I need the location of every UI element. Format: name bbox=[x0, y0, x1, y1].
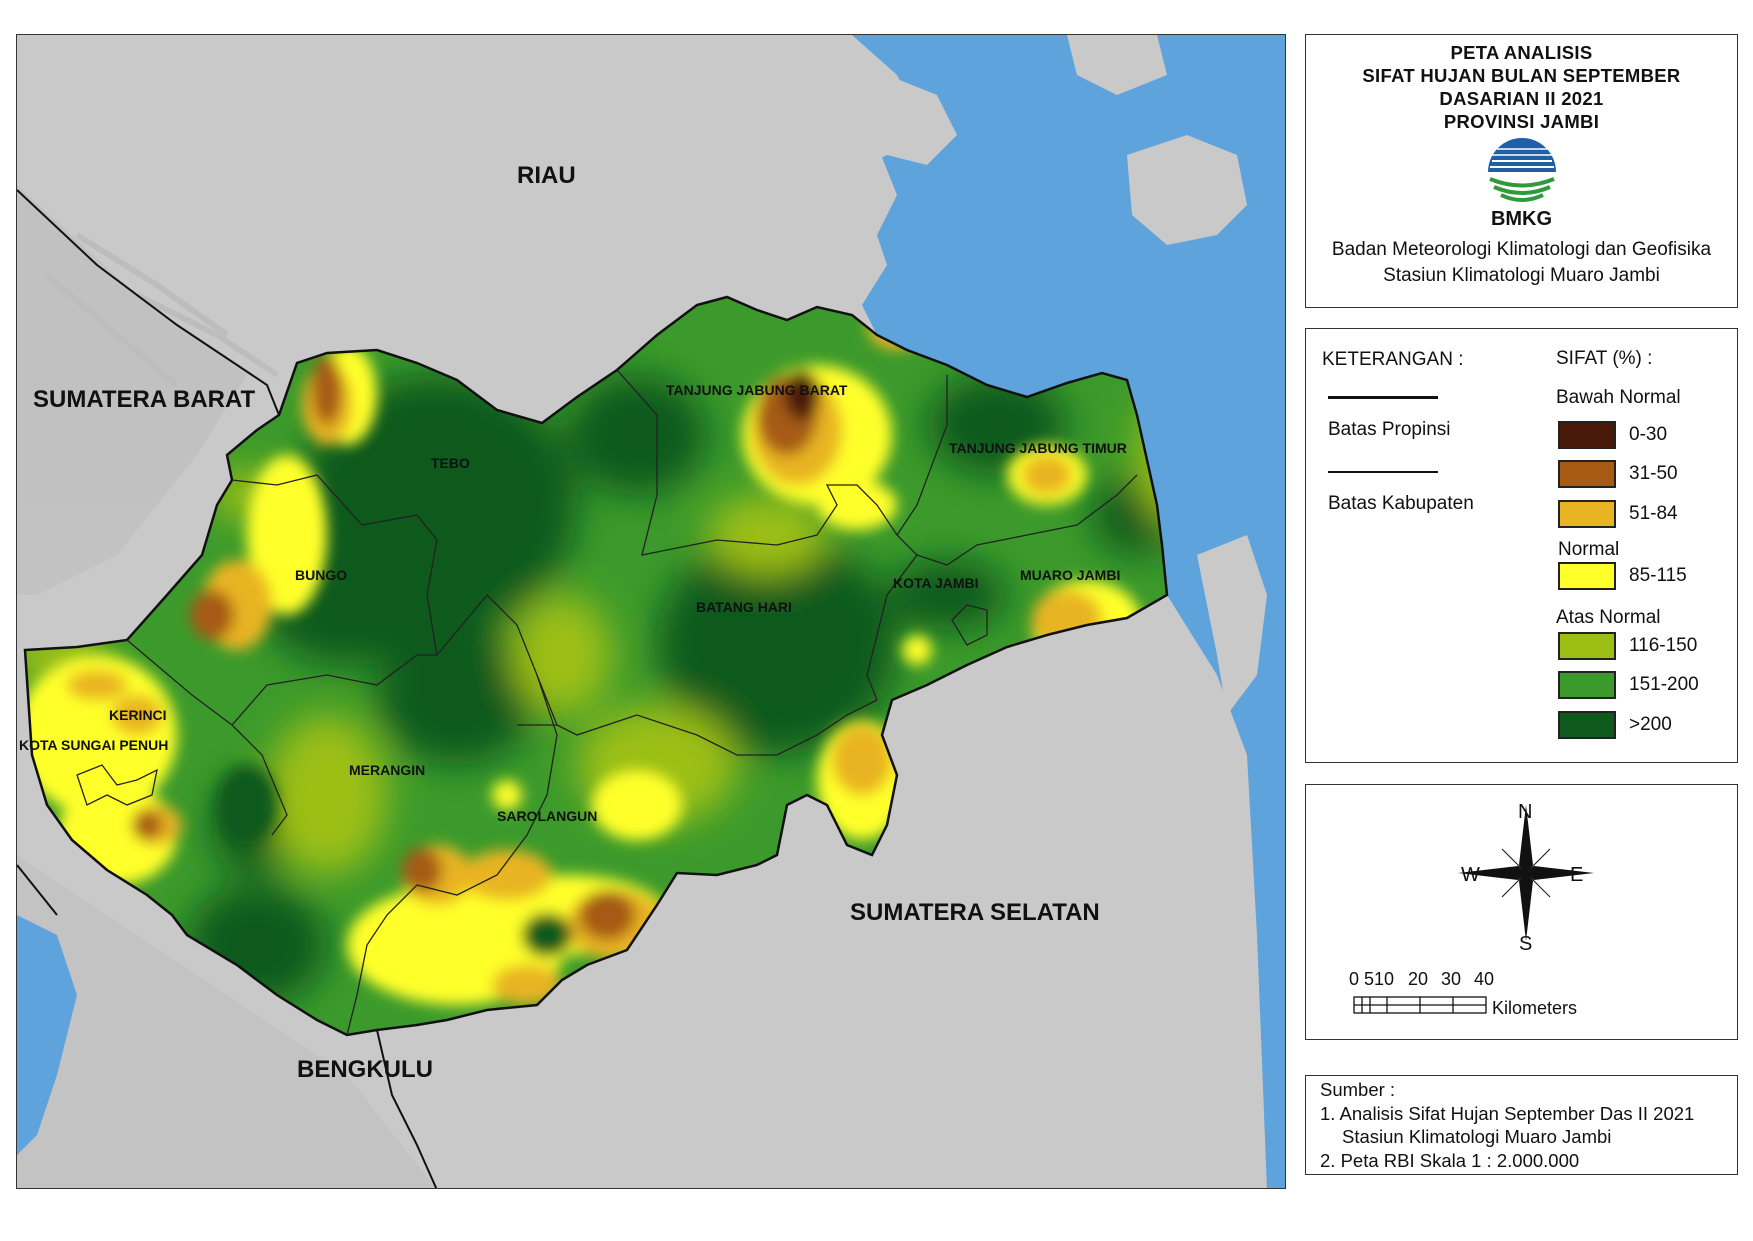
label-tebo: TEBO bbox=[431, 455, 470, 471]
sea-west bbox=[17, 915, 77, 1155]
label-tanjung-jabung-barat: TANJUNG JABUNG BARAT bbox=[666, 382, 848, 398]
label-bungo: BUNGO bbox=[295, 567, 347, 583]
compass-w: W bbox=[1461, 864, 1480, 886]
group-normal: Normal bbox=[1558, 539, 1620, 560]
title-line-3: DASARIAN II 2021 bbox=[1439, 88, 1604, 109]
sifat-heading: SIFAT (%) : bbox=[1556, 348, 1653, 369]
label-riau: RIAU bbox=[517, 162, 576, 189]
north-arrow-icon bbox=[1458, 805, 1594, 941]
compass-n: N bbox=[1518, 801, 1532, 823]
class-label-51-84: 51-84 bbox=[1629, 503, 1678, 524]
scale-bar: 0 5 10 20 30 40 Kilometers bbox=[1349, 969, 1577, 1018]
label-tanjung-jabung-timur: TANJUNG JABUNG TIMUR bbox=[949, 440, 1127, 456]
bmkg-logo-text: BMKG bbox=[1490, 208, 1553, 230]
compass-panel: N S E W 0 5 10 20 30 40 Kilometers bbox=[1305, 784, 1738, 1040]
compass-s: S bbox=[1519, 933, 1532, 955]
swatch-51-84 bbox=[1558, 500, 1616, 528]
source-item-1-station: Stasiun Klimatologi Muaro Jambi bbox=[1342, 1126, 1612, 1147]
title-line-1: PETA ANALISIS bbox=[1450, 42, 1593, 63]
source-heading: Sumber : bbox=[1320, 1079, 1396, 1100]
agency-name: Badan Meteorologi Klimatologi dan Geofis… bbox=[1331, 239, 1712, 260]
neighbor-boundaries bbox=[17, 189, 438, 1188]
rainfall-surface bbox=[25, 297, 1167, 1035]
label-sumatera-selatan: SUMATERA SELATAN bbox=[850, 899, 1100, 926]
title-line-4: PROVINSI JAMBI bbox=[1443, 111, 1600, 132]
label-kota-sungai-penuh: KOTA SUNGAI PENUH bbox=[19, 737, 168, 753]
prov-boundary-symbol bbox=[1328, 396, 1438, 399]
sea-east bbox=[852, 35, 1285, 1188]
class-label-85-115: 85-115 bbox=[1629, 565, 1687, 586]
group-below-normal: Bawah Normal bbox=[1556, 387, 1681, 408]
scale-tick-40: 40 bbox=[1474, 969, 1494, 989]
relief-shading bbox=[17, 185, 436, 1188]
island bbox=[1127, 135, 1247, 245]
bmkg-logo bbox=[1477, 137, 1567, 212]
scale-tick-10: 10 bbox=[1374, 969, 1394, 989]
kab-boundary-label: Batas Kabupaten bbox=[1328, 493, 1474, 514]
swatch-116-150 bbox=[1558, 632, 1616, 660]
district-boundaries bbox=[76, 369, 1138, 1036]
title-panel: PETA ANALISIS SIFAT HUJAN BULAN SEPTEMBE… bbox=[1305, 34, 1738, 308]
rainfall-map: RIAU SUMATERA BARAT SUMATERA SELATAN BEN… bbox=[17, 35, 1285, 1188]
scale-tick-0: 0 bbox=[1349, 969, 1359, 989]
legend-panel: KETERANGAN : SIFAT (%) : Batas Propinsi … bbox=[1305, 328, 1738, 763]
class-label-0-30: 0-30 bbox=[1629, 424, 1668, 445]
class-label-151-200: 151-200 bbox=[1629, 674, 1699, 695]
compass-scale-graphic: N S E W 0 5 10 20 30 40 Kilometers bbox=[1349, 801, 1594, 1018]
label-merangin: MERANGIN bbox=[349, 762, 425, 778]
legend-heading: KETERANGAN : bbox=[1322, 349, 1464, 370]
group-above-normal: Atas Normal bbox=[1556, 607, 1661, 628]
label-sarolangun: SAROLANGUN bbox=[497, 808, 597, 824]
label-bengkulu: BENGKULU bbox=[297, 1056, 433, 1083]
island bbox=[1197, 535, 1267, 715]
station-name: Stasiun Klimatologi Muaro Jambi bbox=[1383, 265, 1660, 286]
map-frame: RIAU SUMATERA BARAT SUMATERA SELATAN BEN… bbox=[16, 34, 1286, 1189]
swatch-85-115 bbox=[1558, 562, 1616, 590]
source-panel: Sumber : 1. Analisis Sifat Hujan Septemb… bbox=[1305, 1075, 1738, 1175]
swatch-200-plus bbox=[1558, 711, 1616, 739]
label-batang-hari: BATANG HARI bbox=[696, 599, 792, 615]
class-label-116-150: 116-150 bbox=[1629, 635, 1698, 656]
compass-e: E bbox=[1570, 864, 1583, 886]
title-line-2: SIFAT HUJAN BULAN SEPTEMBER bbox=[1362, 65, 1681, 86]
kab-boundary-symbol bbox=[1328, 471, 1438, 473]
island bbox=[757, 75, 957, 195]
bmkg-logo-icon bbox=[1487, 138, 1556, 206]
source-item-1: 1. Analisis Sifat Hujan September Das II… bbox=[1320, 1103, 1695, 1124]
label-muaro-jambi: MUARO JAMBI bbox=[1020, 567, 1120, 583]
island bbox=[1067, 35, 1167, 95]
scale-tick-30: 30 bbox=[1441, 969, 1461, 989]
prov-boundary-label: Batas Propinsi bbox=[1328, 419, 1451, 440]
label-sumatera-barat: SUMATERA BARAT bbox=[33, 386, 256, 413]
class-label-200-plus: >200 bbox=[1629, 714, 1672, 735]
swatch-31-50 bbox=[1558, 460, 1616, 488]
class-label-31-50: 31-50 bbox=[1629, 463, 1678, 484]
scale-unit: Kilometers bbox=[1492, 998, 1577, 1018]
label-kerinci: KERINCI bbox=[109, 707, 167, 723]
label-kota-jambi: KOTA JAMBI bbox=[893, 575, 979, 591]
scale-tick-20: 20 bbox=[1408, 969, 1428, 989]
swatch-0-30 bbox=[1558, 421, 1616, 449]
swatch-151-200 bbox=[1558, 671, 1616, 699]
source-item-2: 2. Peta RBI Skala 1 : 2.000.000 bbox=[1320, 1150, 1580, 1171]
scale-tick-5: 5 bbox=[1364, 969, 1374, 989]
